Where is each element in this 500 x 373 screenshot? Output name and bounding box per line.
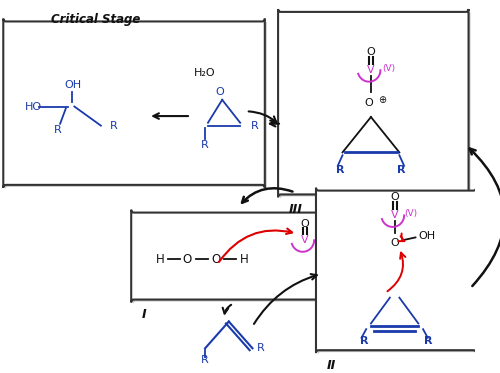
Text: R: R bbox=[257, 343, 265, 353]
Text: O: O bbox=[182, 253, 192, 266]
Text: O: O bbox=[390, 192, 399, 202]
FancyBboxPatch shape bbox=[316, 188, 476, 353]
Text: R: R bbox=[336, 164, 345, 175]
Text: O: O bbox=[300, 219, 309, 229]
FancyBboxPatch shape bbox=[5, 21, 266, 189]
Text: R: R bbox=[54, 125, 62, 135]
Text: V: V bbox=[391, 210, 398, 220]
FancyBboxPatch shape bbox=[280, 11, 470, 199]
FancyBboxPatch shape bbox=[278, 9, 468, 197]
Text: R: R bbox=[110, 120, 118, 131]
FancyBboxPatch shape bbox=[131, 210, 340, 303]
Text: III: III bbox=[288, 203, 302, 216]
FancyBboxPatch shape bbox=[4, 19, 265, 188]
Text: II: II bbox=[326, 359, 336, 372]
Text: R: R bbox=[201, 355, 209, 365]
Text: (V): (V) bbox=[404, 209, 417, 218]
Text: ⊕: ⊕ bbox=[378, 95, 386, 105]
Text: H: H bbox=[156, 253, 165, 266]
Text: O: O bbox=[215, 87, 224, 97]
Text: V: V bbox=[367, 65, 375, 75]
Text: O: O bbox=[366, 47, 376, 57]
Text: O: O bbox=[364, 98, 374, 108]
Text: Critical Stage: Critical Stage bbox=[52, 13, 141, 26]
FancyBboxPatch shape bbox=[318, 189, 478, 355]
Text: OH: OH bbox=[64, 81, 81, 91]
Text: H₂O: H₂O bbox=[194, 68, 216, 78]
Text: I: I bbox=[142, 308, 146, 321]
FancyBboxPatch shape bbox=[133, 211, 342, 304]
Text: R: R bbox=[250, 120, 258, 131]
Text: O: O bbox=[211, 253, 220, 266]
Text: (V): (V) bbox=[382, 64, 396, 73]
Text: V: V bbox=[301, 235, 308, 245]
Text: HO: HO bbox=[25, 101, 42, 112]
Text: H: H bbox=[240, 253, 248, 266]
Text: R: R bbox=[424, 336, 432, 346]
Text: R: R bbox=[360, 336, 368, 346]
Text: OH: OH bbox=[418, 231, 436, 241]
Text: R: R bbox=[201, 140, 209, 150]
Text: O: O bbox=[390, 238, 399, 248]
Text: R: R bbox=[397, 164, 406, 175]
